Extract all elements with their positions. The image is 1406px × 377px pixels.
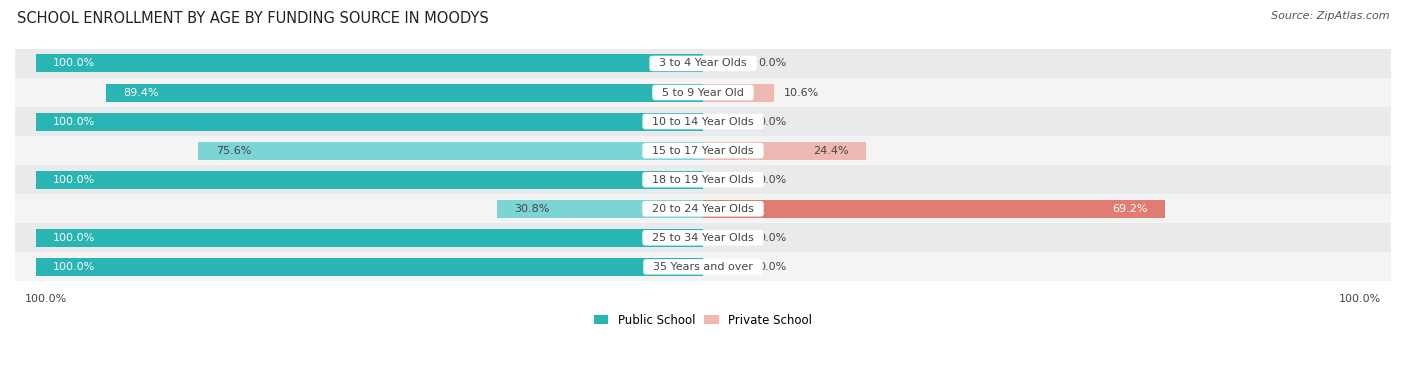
Text: 75.6%: 75.6% bbox=[215, 146, 252, 156]
Text: 30.8%: 30.8% bbox=[515, 204, 550, 214]
Bar bbox=[35, 171, 703, 189]
Bar bbox=[35, 258, 703, 276]
Text: 100.0%: 100.0% bbox=[53, 262, 96, 272]
Text: 100.0%: 100.0% bbox=[53, 175, 96, 185]
Bar bbox=[703, 200, 1164, 218]
Text: 100.0%: 100.0% bbox=[53, 233, 96, 243]
Text: 24.4%: 24.4% bbox=[813, 146, 849, 156]
Text: 15 to 17 Year Olds: 15 to 17 Year Olds bbox=[645, 146, 761, 156]
Text: 89.4%: 89.4% bbox=[124, 87, 159, 98]
Text: 0.0%: 0.0% bbox=[758, 58, 786, 69]
Bar bbox=[703, 84, 773, 101]
Bar bbox=[35, 54, 703, 72]
Text: 0.0%: 0.0% bbox=[758, 233, 786, 243]
Legend: Public School, Private School: Public School, Private School bbox=[593, 314, 813, 326]
Text: 100.0%: 100.0% bbox=[1339, 294, 1381, 303]
Bar bbox=[35, 113, 703, 130]
Text: 0.0%: 0.0% bbox=[758, 175, 786, 185]
Text: 10 to 14 Year Olds: 10 to 14 Year Olds bbox=[645, 116, 761, 127]
Bar bbox=[15, 194, 1391, 223]
Bar bbox=[15, 223, 1391, 252]
Text: 10.6%: 10.6% bbox=[785, 87, 820, 98]
Text: 0.0%: 0.0% bbox=[758, 262, 786, 272]
Bar bbox=[107, 84, 703, 101]
Text: Source: ZipAtlas.com: Source: ZipAtlas.com bbox=[1271, 11, 1389, 21]
Text: 3 to 4 Year Olds: 3 to 4 Year Olds bbox=[652, 58, 754, 69]
Text: 0.0%: 0.0% bbox=[758, 116, 786, 127]
Text: SCHOOL ENROLLMENT BY AGE BY FUNDING SOURCE IN MOODYS: SCHOOL ENROLLMENT BY AGE BY FUNDING SOUR… bbox=[17, 11, 489, 26]
Text: 69.2%: 69.2% bbox=[1112, 204, 1147, 214]
Bar bbox=[198, 142, 703, 159]
Text: 100.0%: 100.0% bbox=[53, 58, 96, 69]
Bar bbox=[15, 78, 1391, 107]
Bar bbox=[15, 107, 1391, 136]
Bar bbox=[15, 49, 1391, 78]
Bar bbox=[15, 165, 1391, 194]
Text: 18 to 19 Year Olds: 18 to 19 Year Olds bbox=[645, 175, 761, 185]
Text: 20 to 24 Year Olds: 20 to 24 Year Olds bbox=[645, 204, 761, 214]
Bar bbox=[498, 200, 703, 218]
Text: 35 Years and over: 35 Years and over bbox=[647, 262, 759, 272]
Text: 100.0%: 100.0% bbox=[25, 294, 67, 303]
Bar bbox=[35, 229, 703, 247]
Bar bbox=[703, 142, 866, 159]
Text: 25 to 34 Year Olds: 25 to 34 Year Olds bbox=[645, 233, 761, 243]
Text: 5 to 9 Year Old: 5 to 9 Year Old bbox=[655, 87, 751, 98]
Bar bbox=[15, 252, 1391, 281]
Bar bbox=[15, 136, 1391, 165]
Text: 100.0%: 100.0% bbox=[53, 116, 96, 127]
